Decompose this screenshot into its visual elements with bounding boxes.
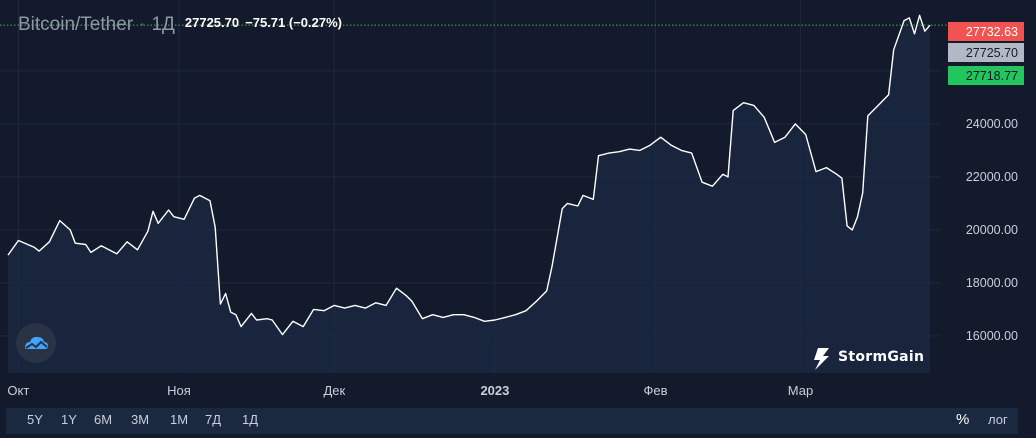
high-price-badge-label: 27732.63 — [966, 25, 1018, 39]
chart-header: Bitcoin/Tether · 1Д 27725.70 −75.71 (−0.27%) — [18, 14, 342, 36]
percent-scale-toggle[interactable]: % — [956, 411, 970, 428]
x-tick-label: Мар — [788, 383, 813, 398]
timeframe-label: 1Д — [151, 14, 175, 35]
x-tick-label: Окт — [7, 383, 29, 398]
price-change: −75.71 (−0.27%) — [245, 15, 342, 30]
brand-name: StormGain — [838, 349, 925, 365]
price-line — [7, 14, 931, 336]
low-price-badge — [948, 66, 1024, 85]
range-1y-button[interactable]: 1Y — [61, 412, 77, 427]
log-scale-toggle[interactable]: лог — [988, 412, 1008, 427]
y-tick-label: 24000.00 — [966, 117, 1018, 131]
stormgain-logo-icon — [814, 348, 829, 370]
high-price-badge — [948, 22, 1024, 41]
range-7d-button[interactable]: 7Д — [205, 412, 222, 427]
range-1m-button[interactable]: 1M — [170, 412, 189, 427]
x-tick-label: 2023 — [480, 383, 509, 398]
range-6m-button[interactable]: 6M — [94, 412, 113, 427]
app-logo[interactable] — [16, 323, 56, 363]
x-tick-label: Дек — [323, 383, 345, 398]
x-tick-label: Фев — [643, 383, 667, 398]
y-tick-label: 22000.00 — [966, 170, 1018, 184]
y-tick-label: 18000.00 — [966, 276, 1018, 290]
last-price-badge-label: 27725.70 — [966, 46, 1018, 60]
low-price-badge-label: 27718.77 — [966, 69, 1018, 83]
range-3m-button[interactable]: 3M — [131, 412, 150, 427]
y-tick-label: 16000.00 — [966, 329, 1018, 343]
x-axis-labels: Окт Ноя Дек 2023 Фев Мар — [7, 383, 813, 398]
price-area-fill — [8, 15, 930, 374]
bottom-toolbar: 5Y 1Y 6M 3M 1M 7Д 1Д % лог — [6, 408, 1018, 434]
y-tick-label: 20000.00 — [966, 223, 1018, 237]
last-price-badge — [948, 43, 1024, 62]
symbol-name: Bitcoin/Tether — [18, 14, 134, 35]
cloud-icon — [25, 336, 48, 349]
range-5y-button[interactable]: 5Y — [27, 412, 43, 427]
header-separator: · — [139, 14, 146, 35]
x-tick-label: Ноя — [167, 383, 191, 398]
price-badges: 27732.63 27725.70 27718.77 — [948, 22, 1024, 85]
last-price: 27725.70 — [184, 15, 240, 30]
range-1d-button[interactable]: 1Д — [242, 412, 259, 427]
